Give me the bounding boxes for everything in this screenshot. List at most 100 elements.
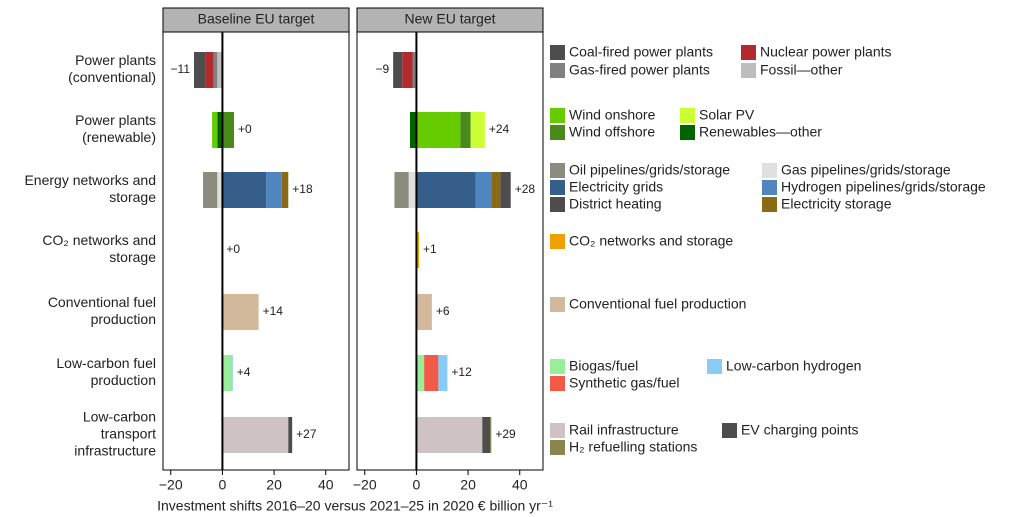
bar-segment bbox=[491, 172, 501, 208]
x-tick-label: 40 bbox=[318, 477, 334, 493]
bar-segment bbox=[281, 172, 289, 208]
legend-label: Nuclear power plants bbox=[760, 44, 892, 60]
legend-swatch bbox=[741, 63, 756, 78]
value-label: +4 bbox=[237, 365, 251, 379]
legend-label: Solar PV bbox=[699, 107, 755, 123]
x-tick-label: −20 bbox=[159, 477, 183, 493]
bar-segment bbox=[222, 294, 259, 330]
bar-segment bbox=[393, 52, 403, 88]
legend-label: District heating bbox=[569, 196, 662, 212]
legend-swatch bbox=[550, 297, 565, 312]
category-label: storage bbox=[109, 249, 156, 265]
legend-label: EV charging points bbox=[741, 422, 859, 438]
bar-segment bbox=[222, 112, 235, 148]
bar-segment bbox=[222, 355, 232, 391]
legend-label: Biogas/fuel bbox=[569, 358, 638, 374]
bar-segment bbox=[470, 112, 485, 148]
bar-segment bbox=[438, 355, 448, 391]
legend-swatch bbox=[550, 108, 565, 123]
category-label: transport bbox=[101, 426, 156, 442]
legend-label: Wind onshore bbox=[569, 107, 656, 123]
bar-segment bbox=[409, 112, 417, 148]
value-label: +29 bbox=[495, 427, 516, 441]
legend-label: Fossil—other bbox=[760, 62, 843, 78]
legend-swatch bbox=[762, 197, 777, 212]
legend-swatch bbox=[550, 376, 565, 391]
value-label: +6 bbox=[436, 304, 450, 318]
legend-label: Gas pipelines/grids/storage bbox=[781, 162, 951, 178]
legend-label: Rail infrastructure bbox=[569, 422, 679, 438]
panel-title: Baseline EU target bbox=[198, 11, 315, 27]
panel-frame bbox=[162, 31, 350, 471]
category-label: Low-carbon fuel bbox=[56, 355, 156, 371]
value-label: +28 bbox=[515, 182, 536, 196]
bar-segment bbox=[424, 355, 439, 391]
bar-segment bbox=[460, 112, 471, 148]
category-label: Conventional fuel bbox=[48, 294, 156, 310]
panel-header bbox=[356, 7, 544, 33]
bar-segment bbox=[408, 172, 417, 208]
bar-segment bbox=[412, 52, 416, 88]
panel-frame bbox=[356, 31, 544, 471]
category-label: production bbox=[91, 372, 156, 388]
legend-label: Electricity grids bbox=[569, 179, 663, 195]
legend-swatch bbox=[550, 45, 565, 60]
value-label: +12 bbox=[451, 365, 472, 379]
bar-segment bbox=[222, 172, 267, 208]
legend-label: H₂ refuelling stations bbox=[569, 439, 697, 455]
legend-swatch bbox=[550, 125, 565, 140]
bar-segment bbox=[482, 417, 491, 453]
bar-segment bbox=[212, 112, 218, 148]
bar-segment bbox=[217, 112, 223, 148]
legend-label: Electricity storage bbox=[781, 196, 892, 212]
category-label: (renewable) bbox=[82, 129, 156, 145]
legend-swatch bbox=[762, 163, 777, 178]
legend-label: CO₂ networks and storage bbox=[569, 233, 733, 249]
category-label: Energy networks and bbox=[24, 172, 156, 188]
value-label: −9 bbox=[375, 62, 389, 76]
bar-segment bbox=[500, 172, 511, 208]
category-label: CO₂ networks and bbox=[42, 232, 156, 248]
bar-segment bbox=[288, 417, 293, 453]
value-label: +18 bbox=[292, 182, 313, 196]
value-label: +0 bbox=[226, 242, 240, 256]
bar-segment bbox=[416, 112, 461, 148]
value-label: +1 bbox=[423, 242, 437, 256]
bar-segment bbox=[217, 52, 223, 88]
category-label: production bbox=[91, 311, 156, 327]
bar-segment bbox=[490, 417, 492, 453]
legend-label: Coal-fired power plants bbox=[569, 44, 713, 60]
bar-segment bbox=[231, 355, 233, 391]
legend-label: Wind offshore bbox=[569, 124, 655, 140]
legend-swatch bbox=[550, 440, 565, 455]
value-label: +0 bbox=[238, 122, 252, 136]
legend-swatch bbox=[550, 180, 565, 195]
x-tick-label: 20 bbox=[266, 477, 282, 493]
legend-swatch bbox=[680, 125, 695, 140]
bar-segment bbox=[416, 355, 425, 391]
bar-segment bbox=[475, 172, 492, 208]
bar-segment bbox=[217, 172, 223, 208]
bar-segment bbox=[416, 294, 432, 330]
bar-segment bbox=[222, 417, 289, 453]
value-label: +24 bbox=[489, 122, 510, 136]
value-label: +14 bbox=[263, 304, 284, 318]
x-tick-label: 0 bbox=[413, 477, 421, 493]
x-tick-label: 0 bbox=[219, 477, 227, 493]
legend-swatch bbox=[722, 423, 737, 438]
bar-segment bbox=[416, 232, 419, 268]
legend-label: Hydrogen pipelines/grids/storage bbox=[781, 179, 986, 195]
value-label: +27 bbox=[296, 427, 317, 441]
category-label: infrastructure bbox=[74, 443, 156, 459]
panel-header bbox=[162, 7, 350, 33]
legend-swatch bbox=[680, 108, 695, 123]
category-label: storage bbox=[109, 189, 156, 205]
bar-segment bbox=[194, 52, 206, 88]
category-label: Power plants bbox=[75, 52, 156, 68]
legend-swatch bbox=[550, 359, 565, 374]
category-label: Low-carbon bbox=[83, 409, 156, 425]
legend-label: Gas-fired power plants bbox=[569, 62, 710, 78]
bar-segment bbox=[416, 417, 483, 453]
legend-swatch bbox=[741, 45, 756, 60]
legend-swatch bbox=[762, 180, 777, 195]
